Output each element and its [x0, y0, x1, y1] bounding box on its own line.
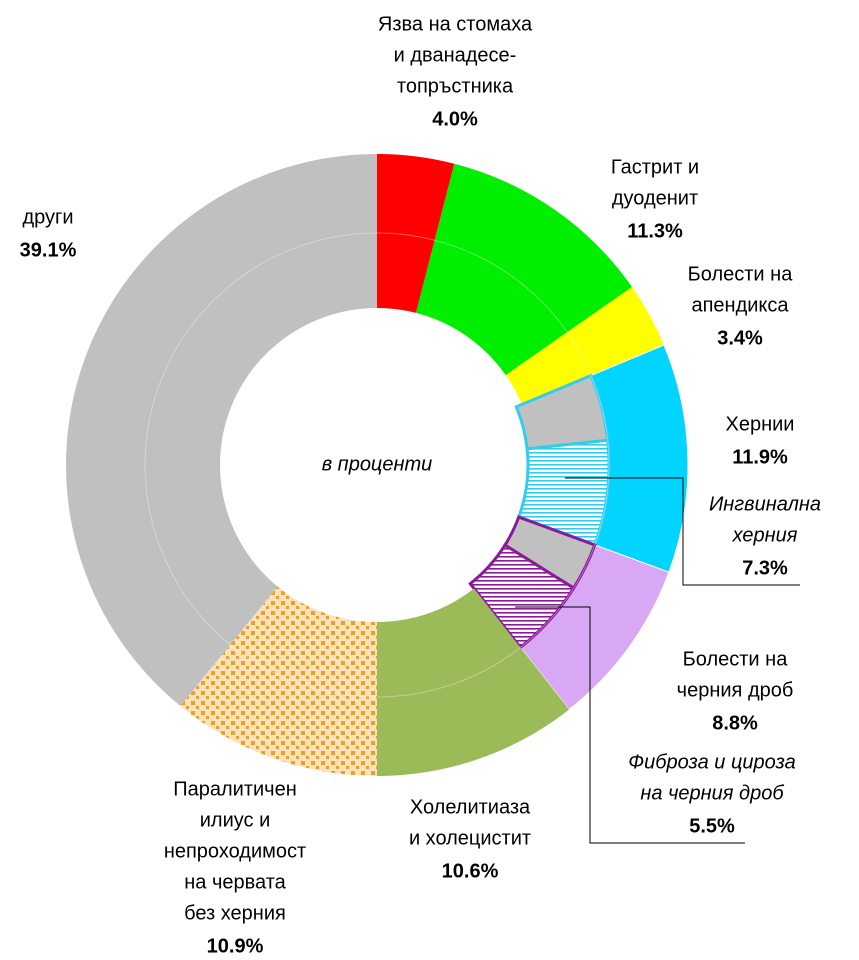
value-label: 5.5%	[689, 815, 735, 837]
slice-label: на черния дроб	[640, 782, 784, 804]
value-label: 8.8%	[712, 712, 758, 734]
slice-label: Болести на	[683, 648, 789, 670]
slice-label: Язва на стомаха	[378, 13, 533, 35]
value-label: 11.9%	[732, 446, 788, 468]
slice-label: апендикса	[691, 294, 789, 316]
callout-line	[515, 606, 745, 844]
slice-label: Гастрит и	[611, 156, 699, 178]
value-label: 4.0%	[432, 108, 478, 130]
slice	[505, 286, 664, 405]
slice-label: Фиброза и цироза	[628, 751, 796, 773]
center-label: в проценти	[322, 453, 433, 475]
slice-label: и холецистит	[409, 827, 531, 849]
slice-label: на червата	[184, 871, 286, 893]
value-label: 39.1%	[20, 239, 77, 261]
slice-label: Паралитичен	[173, 778, 297, 800]
slice-label: черния дроб	[677, 679, 794, 701]
value-label: 10.6%	[442, 860, 499, 882]
value-label: 7.3%	[742, 557, 788, 579]
slice-label: Ингвинална	[709, 493, 821, 515]
slice-label: дуоденит	[612, 187, 698, 209]
slice-label: и дванадесе-	[394, 44, 517, 66]
slice	[66, 154, 378, 706]
slice-label: топръстника	[397, 75, 514, 97]
slice	[416, 163, 633, 376]
inner-ring	[144, 232, 610, 698]
slice-label: без херния	[184, 902, 286, 924]
slice-label: Хернии	[726, 413, 795, 435]
value-label: 3.4%	[717, 327, 763, 349]
slice	[180, 586, 377, 776]
slice-label: Холелитиаза	[410, 796, 531, 818]
slice-label: херния	[732, 524, 798, 546]
slice	[377, 588, 570, 776]
callout-line	[565, 477, 800, 586]
slice-label: непроходимост	[164, 840, 306, 862]
value-label: 10.9%	[207, 935, 264, 955]
slice-label: други	[22, 206, 73, 228]
value-label: 11.3%	[627, 220, 683, 242]
slice-label: илиус и	[200, 809, 271, 831]
slice	[377, 154, 455, 313]
slice-label: Болести на	[688, 263, 794, 285]
